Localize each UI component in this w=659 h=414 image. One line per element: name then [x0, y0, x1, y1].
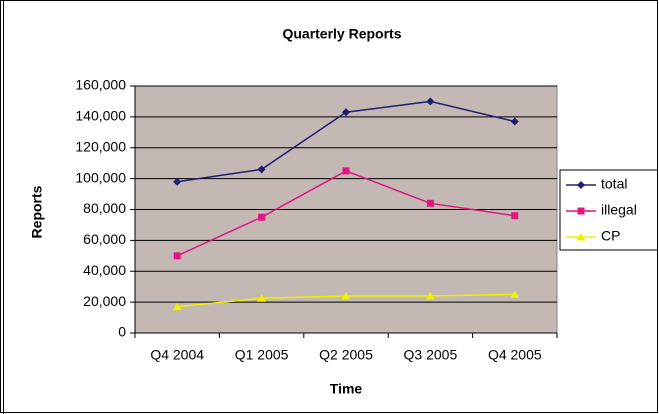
legend-label: CP — [601, 228, 620, 244]
marker — [172, 302, 182, 311]
legend: total illegal CP — [559, 169, 657, 251]
legend-marker — [577, 207, 585, 215]
marker — [257, 165, 266, 174]
marker — [511, 212, 519, 220]
y-tick-label: 140,000 — [75, 108, 126, 124]
legend-label: illegal — [601, 202, 637, 218]
x-tick-label: Q1 2005 — [235, 347, 289, 363]
y-tick-label: 120,000 — [75, 138, 126, 154]
marker — [425, 291, 435, 300]
marker — [257, 294, 267, 302]
y-tick-label: 160,000 — [75, 77, 126, 93]
y-tick-label: 0 — [118, 324, 126, 340]
marker — [258, 213, 266, 221]
legend-marker — [577, 181, 585, 189]
y-tick-label: 20,000 — [83, 293, 126, 309]
marker — [341, 291, 351, 300]
marker — [173, 252, 181, 260]
x-tick-label: Q4 2004 — [150, 347, 204, 363]
chart-title: Quarterly Reports — [282, 26, 401, 42]
legend-label: total — [601, 176, 627, 192]
y-tick-label: 60,000 — [83, 231, 126, 247]
marker — [426, 97, 435, 106]
x-tick-label: Q2 2005 — [319, 347, 373, 363]
marker — [173, 177, 182, 186]
y-axis-label: Reports — [29, 185, 45, 238]
x-axis-label: Time — [330, 381, 363, 397]
x-tick-label: Q3 2005 — [404, 347, 458, 363]
marker — [342, 167, 350, 175]
x-tick-label: Q4 2005 — [488, 347, 542, 363]
marker — [510, 117, 519, 126]
marker — [342, 108, 350, 117]
y-tick-label: 40,000 — [83, 262, 126, 278]
y-tick-label: 100,000 — [75, 169, 126, 185]
legend-marker — [576, 233, 586, 241]
y-tick-label: 80,000 — [83, 200, 126, 216]
marker — [510, 290, 520, 298]
marker — [426, 199, 434, 207]
